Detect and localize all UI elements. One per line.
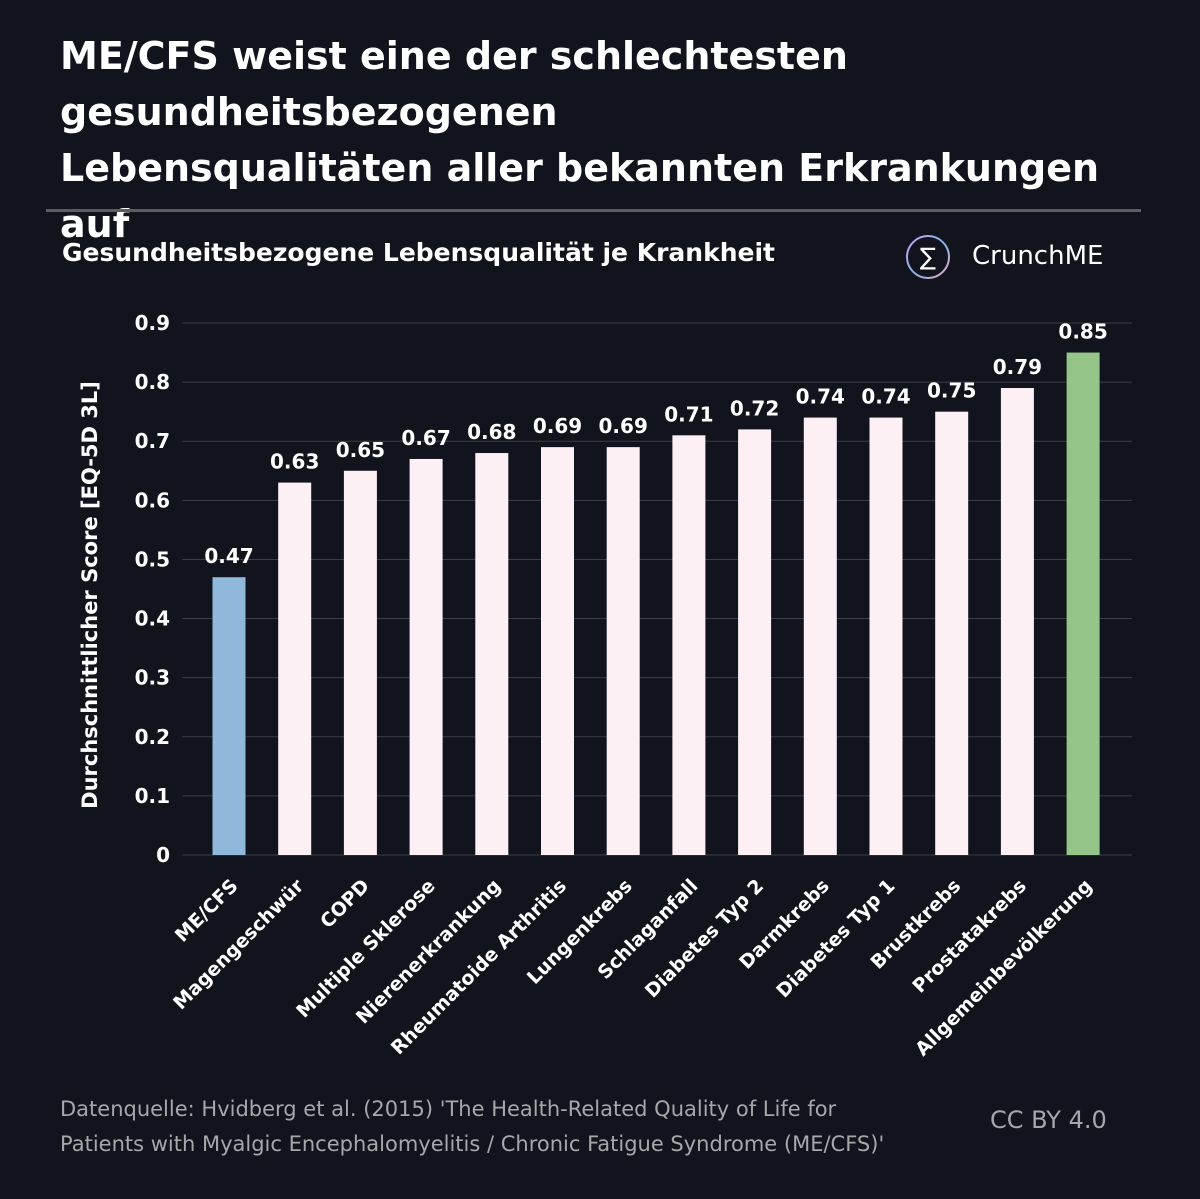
bar	[935, 411, 969, 855]
title-line-1: ME/CFS weist eine der schlechtesten	[60, 34, 848, 78]
data-label: 0.74	[796, 385, 845, 409]
data-label: 0.69	[533, 414, 582, 438]
y-tick-label: 0.6	[135, 488, 170, 512]
data-label: 0.69	[599, 414, 648, 438]
bar	[738, 429, 772, 855]
bar	[475, 453, 509, 855]
bar	[541, 447, 574, 855]
data-label: 0.71	[664, 402, 713, 426]
data-label: 0.74	[861, 385, 910, 409]
bar	[409, 458, 443, 855]
bar	[606, 447, 640, 855]
source-line-1: Datenquelle: Hvidberg et al. (2015) 'The…	[60, 1097, 837, 1121]
bar	[343, 470, 377, 855]
bar	[278, 482, 312, 855]
data-label: 0.85	[1058, 320, 1107, 344]
y-tick-label: 0.7	[135, 429, 170, 453]
data-label: 0.72	[730, 396, 779, 420]
x-tick-label: Diabetes Typ 2	[641, 875, 768, 1002]
logo-text: CrunchME	[972, 241, 1104, 271]
y-tick-label: 0	[156, 843, 170, 867]
data-label: 0.68	[467, 420, 516, 444]
y-tick-label: 0.3	[135, 666, 170, 690]
x-tick-label: Magengeschwür	[169, 875, 309, 1015]
bar	[1066, 352, 1100, 855]
data-label: 0.67	[401, 426, 450, 450]
data-label: 0.65	[336, 438, 385, 462]
data-label: 0.47	[204, 544, 253, 568]
x-tick-label: Prostatakrebs	[908, 875, 1031, 998]
data-label: 0.79	[993, 355, 1042, 379]
bar	[672, 435, 706, 855]
data-source: Datenquelle: Hvidberg et al. (2015) 'The…	[60, 1092, 884, 1162]
x-tick-label: Diabetes Typ 1	[772, 875, 899, 1002]
sigma-symbol: ∑	[920, 243, 936, 271]
title-divider	[46, 209, 1141, 212]
x-tick-label: COPD	[316, 875, 374, 933]
source-line-2: Patients with Myalgic Encephalomyelitis …	[60, 1132, 885, 1156]
data-label: 0.63	[270, 450, 319, 474]
chart-subtitle: Gesundheitsbezogene Lebensqualität je Kr…	[62, 238, 775, 267]
y-tick-label: 0.1	[135, 784, 170, 808]
data-label: 0.75	[927, 379, 976, 403]
sigma-icon: ∑	[906, 235, 950, 279]
license-label: CC BY 4.0	[990, 1106, 1107, 1134]
bar	[212, 577, 246, 855]
y-tick-label: 0.5	[135, 547, 170, 571]
bar	[1000, 388, 1034, 855]
crunchme-logo: ∑ CrunchME	[904, 233, 1124, 281]
y-tick-label: 0.9	[135, 311, 170, 335]
bar	[803, 417, 837, 855]
y-tick-label: 0.2	[135, 725, 170, 749]
y-tick-label: 0.8	[135, 370, 170, 394]
title-line-2: gesundheitsbezogenen	[60, 90, 558, 134]
y-tick-label: 0.4	[135, 607, 170, 631]
bar	[869, 417, 903, 855]
